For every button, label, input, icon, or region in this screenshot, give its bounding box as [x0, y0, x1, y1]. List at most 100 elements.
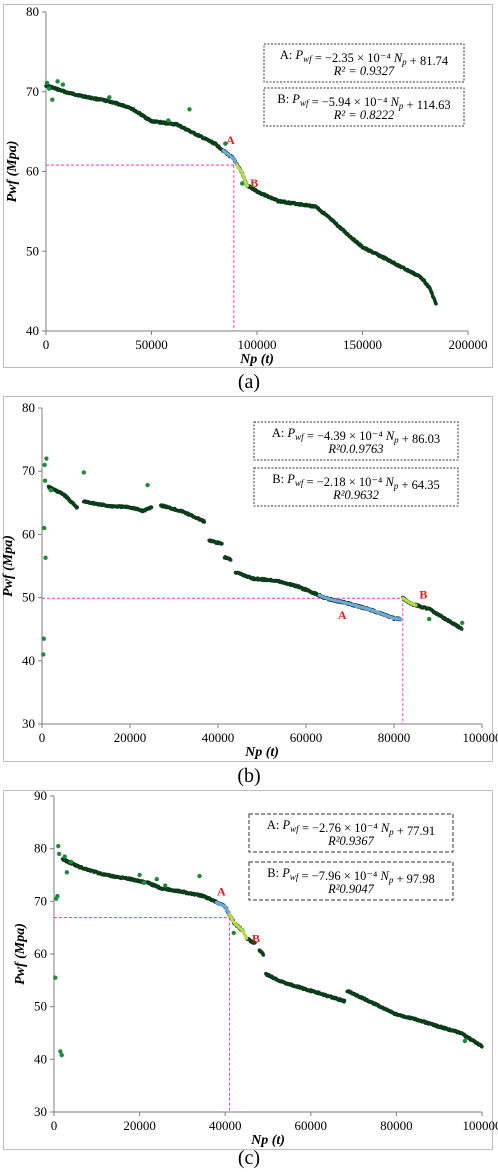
data-point [149, 505, 154, 510]
equation-b-line1: B: Pwf = −5.94 × 10⁻⁴ Np + 114.63 [277, 92, 450, 112]
equation-box-frame [248, 861, 454, 901]
x-tick-label: 0 [43, 337, 50, 352]
data-points [53, 843, 484, 1058]
fit-label-a: A [338, 608, 347, 622]
y-tick-label: 60 [22, 526, 35, 541]
data-point [220, 541, 224, 546]
outlier-point [64, 870, 70, 875]
x-axis-label: Np (t) [250, 1133, 285, 1148]
outlier-point [141, 880, 147, 886]
x-tick-label: 0 [51, 1118, 58, 1133]
fit-line-b [235, 163, 250, 188]
outlier-point [44, 456, 49, 461]
outlier-point [68, 859, 74, 865]
x-tick-label: 80000 [378, 730, 411, 745]
outlier-point [55, 79, 60, 84]
fit-label-b: B [252, 931, 260, 945]
fit-line-b [401, 596, 418, 607]
y-tick-label: 70 [26, 84, 39, 99]
outlier-point [60, 82, 66, 87]
data-point [228, 558, 233, 562]
x-tick-label: 100000 [238, 337, 277, 352]
outlier-point [55, 893, 60, 899]
outlier-point [231, 930, 236, 936]
equation-box-frame [263, 43, 465, 83]
outlier-point [56, 843, 61, 849]
equation-a-line2: R²0.9367 [327, 834, 375, 848]
equation-a-line1: A: Pwf = −4.39 × 10⁻⁴ Np + 86.03 [272, 426, 440, 446]
y-tick-label: 40 [34, 1051, 47, 1066]
data-point [202, 520, 207, 524]
fit-label-a: A [226, 133, 235, 147]
equation-a-line1: A: Pwf = −2.35 × 10⁻⁴ Np + 81.74 [280, 48, 449, 68]
outlier-point [42, 478, 48, 483]
equation-box-a: A: Pwf = −4.39 × 10⁻⁴ Np + 86.03R²0.0.97… [253, 421, 459, 461]
x-tick-label: 20000 [114, 730, 147, 745]
x-tick-label: 80000 [380, 1118, 413, 1133]
outlier-point [43, 555, 48, 560]
data-point [459, 627, 464, 631]
equation-a-line2: R² = 0.9327 [333, 64, 395, 78]
data-point [253, 940, 257, 945]
outlier-point [427, 616, 432, 622]
outlier-point [154, 877, 159, 882]
y-tick-label: 30 [22, 716, 35, 731]
outlier-point [137, 872, 142, 878]
chart-a: 0 50000 100000 150000 200000 40 50 60 70 80 Np (t)… [5, 4, 488, 367]
outlier-point [163, 883, 168, 888]
y-tick-label: 80 [22, 400, 35, 415]
fit-label-a: A [217, 885, 226, 899]
outlier-point [460, 620, 465, 626]
equation-b-line1: B: Pwf = −7.96 × 10⁻⁴ Np + 97.98 [267, 866, 435, 886]
x-tick-label: 50000 [135, 337, 168, 352]
outlier-point [81, 470, 87, 475]
y-tick-label: 80 [26, 4, 39, 19]
outlier-point [46, 86, 52, 91]
y-tick-label: 30 [34, 1104, 47, 1119]
y-tick-label: 90 [34, 788, 47, 803]
equation-box-frame [253, 467, 459, 507]
outlier-point [462, 1038, 468, 1044]
x-tick-label: 40000 [209, 1118, 242, 1133]
y-tick-label: 60 [26, 164, 39, 179]
fit-label-b: B [419, 587, 427, 601]
equation-box-frame [248, 813, 454, 853]
y-tick-label: 70 [22, 463, 35, 478]
caption-c: (c) [237, 1147, 261, 1169]
outlier-point [48, 487, 53, 493]
outlier-point [145, 482, 150, 488]
outlier-point [59, 1052, 64, 1058]
data-point [480, 1044, 484, 1049]
equation-b-line1: B: Pwf = −2.18 × 10⁻⁴ Np + 64.35 [272, 472, 440, 492]
x-tick-label: 40000 [202, 730, 235, 745]
y-tick-label: 50 [26, 243, 39, 258]
y-tick-label: 50 [22, 590, 35, 605]
x-tick-label: 0 [39, 730, 46, 745]
y-axis-label: Pwf (Mpa) [1, 535, 16, 597]
outlier-point [187, 107, 192, 112]
fit-line-a [221, 148, 239, 167]
fit-line-a [317, 593, 403, 621]
outlier-point [41, 652, 46, 657]
data-points [41, 456, 465, 657]
x-tick-label: 60000 [290, 730, 323, 745]
data-point [430, 291, 434, 296]
y-axis-label: Pwf (Mpa) [13, 923, 28, 985]
outlier-point [240, 181, 245, 186]
caption-b: (b) [237, 765, 261, 787]
equation-box-frame [253, 421, 459, 461]
outlier-point [44, 80, 50, 86]
outlier-point [42, 462, 47, 468]
outlier-point [62, 854, 67, 859]
equation-b-line2: R² = 0.8222 [333, 108, 394, 122]
outlier-point [58, 1049, 63, 1054]
outlier-point [41, 636, 46, 641]
fit-line-b [227, 912, 249, 940]
outlier-point [107, 95, 112, 100]
data-point [261, 953, 266, 957]
